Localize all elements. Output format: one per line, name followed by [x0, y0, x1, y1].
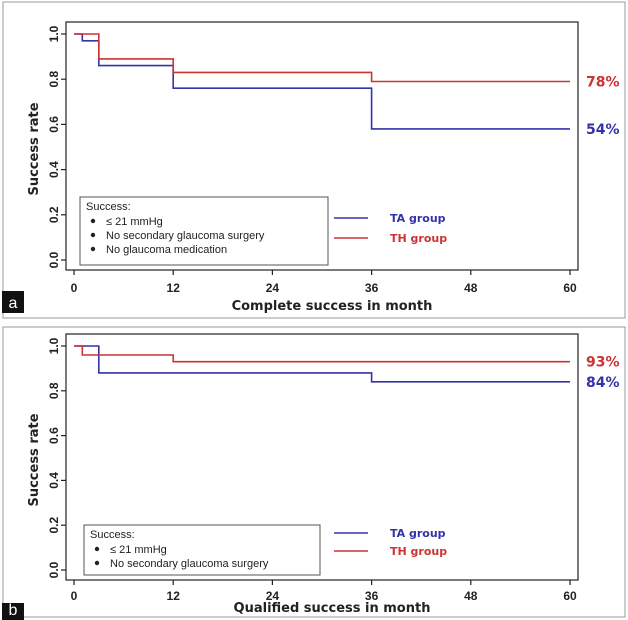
x-axis-label: Complete success in month	[232, 299, 433, 314]
panel-border	[2, 1, 626, 319]
x-tick-label: 36	[365, 281, 379, 295]
panel-b: 0 12 24 36 48 60 0.0 0.2 0.4 0.6 0.8 1.0 Qualified s…	[2, 326, 626, 620]
y-tick-label: 1.0	[47, 25, 61, 42]
x-tick-label: 60	[563, 589, 577, 603]
x-tick-label: 36	[365, 589, 379, 603]
legend-label: TA group	[390, 527, 446, 540]
x-tick-label: 48	[464, 281, 478, 295]
criteria-item: No glaucoma medication	[106, 244, 227, 256]
series-line-th-group	[74, 33, 570, 83]
y-tick-label: 1.0	[47, 337, 61, 354]
x-tick-label: 24	[266, 281, 280, 295]
y-tick-label: 0.4	[47, 161, 61, 178]
y-tick-label: 0.2	[47, 517, 61, 534]
y-axis-label: Success rate	[27, 102, 42, 195]
legend-label: TA group	[390, 212, 446, 225]
y-tick-label: 0.0	[47, 561, 61, 578]
y-tick-label: 0.2	[47, 206, 61, 223]
plot-frame	[65, 333, 579, 581]
series-line-th-group	[74, 345, 570, 363]
y-tick-label: 0.6	[47, 427, 61, 444]
bullet-icon	[90, 232, 96, 238]
x-tick-label: 60	[563, 281, 577, 295]
y-tick-label: 0.8	[47, 382, 61, 399]
series-line-ta-group	[74, 345, 570, 383]
criteria-item: No secondary glaucoma surgery	[106, 230, 265, 242]
panel-letter: a	[9, 295, 18, 312]
criteria-box	[79, 196, 329, 266]
criteria-item: ≤ 21 mmHg	[110, 544, 167, 556]
y-tick-label: 0.8	[47, 71, 61, 88]
panel-border	[2, 326, 626, 618]
y-tick-label: 0.6	[47, 116, 61, 133]
series-line-ta-group	[74, 33, 570, 130]
criteria-title: Success:	[86, 201, 131, 213]
x-tick-label: 12	[167, 589, 181, 603]
panel-letter-box	[2, 603, 24, 620]
bullet-icon	[90, 218, 96, 224]
x-axis-label: Qualified success in month	[234, 601, 431, 616]
criteria-title: Success:	[90, 529, 135, 541]
y-tick-label: 0.0	[47, 251, 61, 268]
end-label-ta-group: 54%	[586, 122, 620, 138]
legend-label: TH group	[390, 232, 447, 245]
legend-label: TH group	[390, 545, 447, 558]
end-label-th-group: 93%	[586, 355, 620, 371]
criteria-item: No secondary glaucoma surgery	[110, 558, 269, 570]
criteria-box	[83, 524, 321, 576]
x-tick-label: 24	[266, 589, 280, 603]
x-tick-label: 0	[71, 589, 78, 603]
end-label-th-group: 78%	[586, 74, 620, 90]
end-label-ta-group: 84%	[586, 375, 620, 391]
bullet-icon	[94, 560, 100, 566]
y-tick-label: 0.4	[47, 472, 61, 489]
plot-frame	[65, 21, 579, 271]
x-tick-label: 0	[71, 281, 78, 295]
panel-a: 0 12 24 36 48 60 0.0 0.2 0.4 0.6 0.8 1.0 Complete su…	[2, 1, 626, 319]
bullet-icon	[94, 546, 100, 552]
criteria-item: ≤ 21 mmHg	[106, 216, 163, 228]
panel-letter: b	[9, 602, 18, 619]
x-tick-label: 12	[167, 281, 181, 295]
bullet-icon	[90, 246, 96, 252]
x-tick-label: 48	[464, 589, 478, 603]
y-axis-label: Success rate	[27, 413, 42, 506]
panel-letter-box	[2, 291, 24, 313]
